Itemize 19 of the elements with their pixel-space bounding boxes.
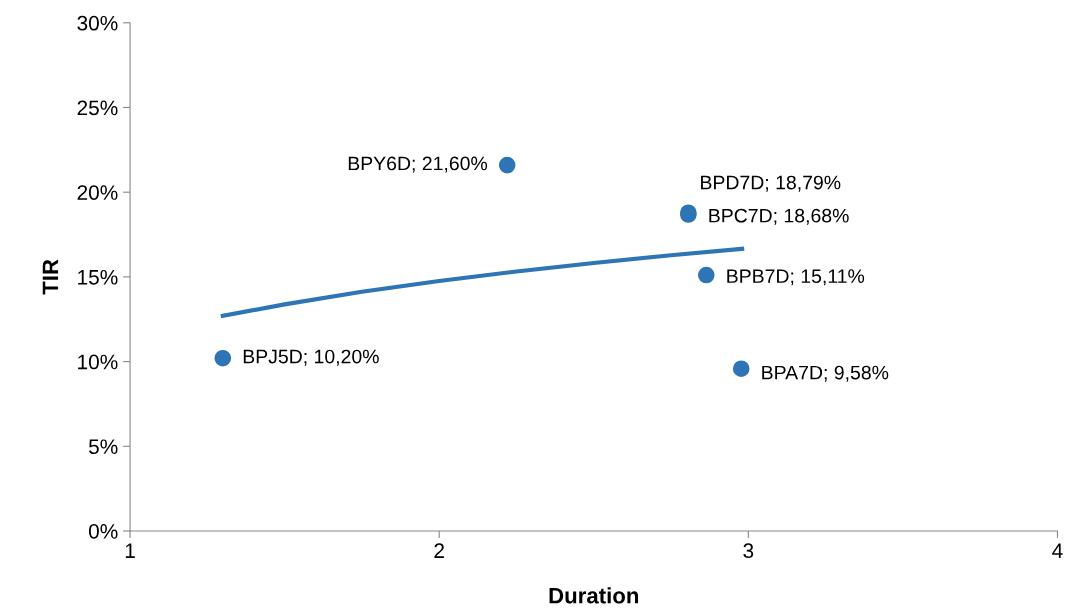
- x-axis-title: Duration: [549, 587, 639, 604]
- annotation: BPB7D; 15,11%: [727, 269, 865, 286]
- y-tick-label: 10%: [78, 354, 118, 370]
- annotation: BPC7D; 18,68%: [709, 208, 849, 225]
- annotation: BPA7D; 9,58%: [762, 365, 889, 382]
- y-tick-label: 30%: [77, 15, 118, 31]
- y-tick-label: 15%: [78, 269, 118, 285]
- y-tick-label: 20%: [77, 185, 118, 200]
- annotation: BPD7D; 18,79%: [701, 175, 841, 192]
- y-tick-label: 5%: [88, 439, 118, 455]
- y-tick-label: 0%: [88, 523, 118, 539]
- x-tick-label: 3: [743, 543, 754, 559]
- y-tick-label: 25%: [77, 100, 118, 116]
- annotation: BPJ5D; 10,20%: [243, 349, 379, 366]
- y-axis-title: TIR: [42, 259, 59, 295]
- x-tick-label: 2: [434, 543, 444, 558]
- annotation: BPY6D; 21,60%: [348, 156, 488, 173]
- x-tick-label: 4: [1052, 543, 1063, 558]
- x-tick-label: 1: [125, 543, 135, 558]
